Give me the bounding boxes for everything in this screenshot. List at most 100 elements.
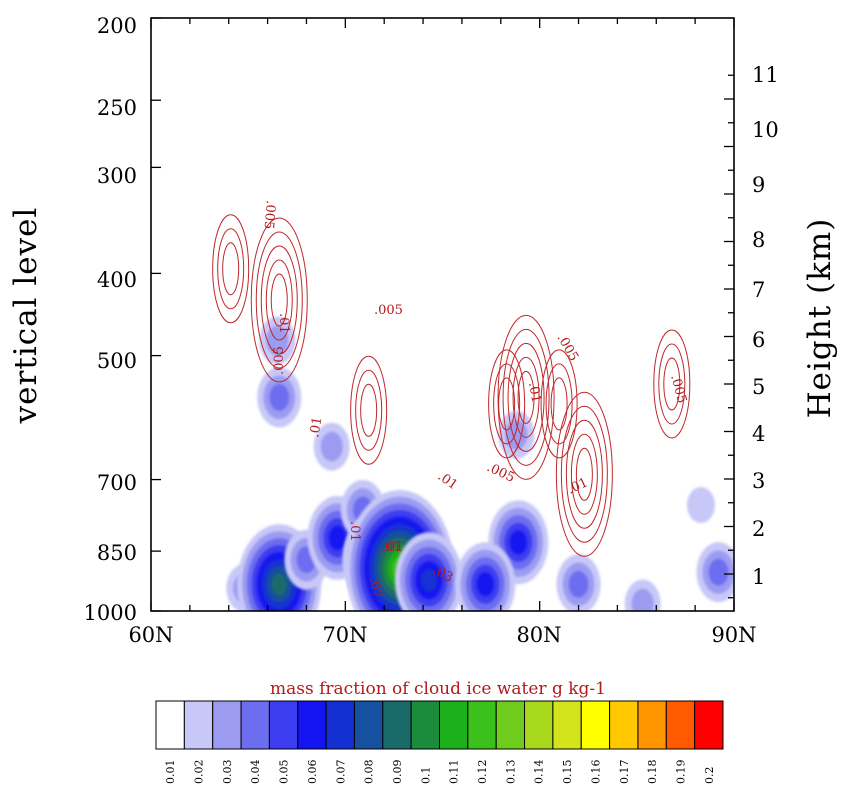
colorbar-swatch xyxy=(495,700,526,750)
contour-line xyxy=(217,228,245,310)
contour-line xyxy=(663,357,681,411)
colorbar-level-label: 0.07 xyxy=(334,760,347,785)
contour-line xyxy=(502,328,550,466)
contour-label: .01 xyxy=(276,313,291,334)
colorbar-labels: 0.01 0.02 0.03 0.04 0.05 0.06 0.07 0.08 0.09 0.1 0… xyxy=(164,760,716,785)
colorbar-level-label: 0.14 xyxy=(533,760,546,785)
colorbar-title: mass fraction of cloud ice water g kg-1 xyxy=(270,679,606,699)
colorbar-swatch xyxy=(524,700,554,750)
ice-water-blob xyxy=(509,530,527,555)
colorbar-level-label: 0.05 xyxy=(278,760,291,785)
contour-line xyxy=(512,356,540,438)
contour-line xyxy=(658,343,686,425)
contour-line xyxy=(250,217,308,383)
colorbar-swatch xyxy=(382,700,412,750)
ice-water-blob xyxy=(328,525,347,550)
y2-tick-label: 4 xyxy=(752,422,765,446)
y-tick-label: 200 xyxy=(97,14,137,38)
contour-line xyxy=(493,363,521,445)
ice-water-blob xyxy=(420,568,438,592)
y-tick-label: 1000 xyxy=(84,601,137,625)
y2-axis-labels: 1 2 3 4 5 6 7 8 9 10 11 xyxy=(752,63,779,589)
x-axis-labels: 60N 70N 80N 90N xyxy=(128,623,756,647)
y2-tick-label: 1 xyxy=(752,565,765,589)
contour-line xyxy=(488,349,526,459)
y-tick-label: 500 xyxy=(97,349,137,373)
colorbar-level-label: 0.01 xyxy=(164,760,177,785)
colorbar-swatch xyxy=(665,700,696,750)
colorbar-swatch xyxy=(637,700,667,750)
y2-tick-label: 3 xyxy=(752,469,765,493)
y-tick-label: 400 xyxy=(97,268,137,292)
colorbar-swatch xyxy=(353,700,384,750)
colorbar-level-label: 0.06 xyxy=(306,760,319,785)
contour-label: .005 xyxy=(667,373,689,405)
x-tick-label: 80N xyxy=(516,623,561,647)
contour-line xyxy=(270,273,288,327)
colorbar-level-label: 0.1 xyxy=(419,767,432,785)
colorbar-level-label: 0.13 xyxy=(504,760,517,785)
contour-line xyxy=(575,447,593,501)
contour-line xyxy=(570,433,598,515)
y2-axis-title: Height (km) xyxy=(802,218,838,419)
y2-tick-label: 9 xyxy=(752,173,765,197)
contour-label: .01 xyxy=(347,521,362,542)
contour-line xyxy=(355,369,383,451)
colorbar-level-label: 0.2 xyxy=(703,767,716,785)
y-tick-label: 850 xyxy=(97,541,137,565)
ice-water-blob xyxy=(686,487,715,524)
ice-water-blob xyxy=(568,570,589,598)
ice-water-blob xyxy=(708,558,729,586)
colorbar-swatch xyxy=(467,700,497,750)
y-axis-labels: 200 250 300 400 500 700 850 1000 xyxy=(84,14,137,625)
contour-line xyxy=(212,214,250,324)
contour-line xyxy=(653,329,691,439)
y2-tick-label: 7 xyxy=(752,278,765,302)
contour-label: .01 xyxy=(307,416,325,439)
y2-tick-label: 10 xyxy=(752,118,779,142)
plot-frame xyxy=(150,17,735,612)
colorbar-swatch xyxy=(439,700,469,750)
colorbar-level-label: 0.09 xyxy=(391,760,404,785)
contour-line xyxy=(497,314,555,480)
contour-line xyxy=(260,245,298,355)
colorbar-swatch xyxy=(183,700,214,750)
colorbar-swatch xyxy=(297,700,327,750)
colorbar-level-label: 0.16 xyxy=(589,760,602,785)
contour-label: .01 xyxy=(383,540,404,555)
x-tick-label: 70N xyxy=(322,623,367,647)
colorbar-swatch xyxy=(240,700,270,750)
y2-tick-label: 2 xyxy=(752,517,765,541)
colorbar-level-label: 0.02 xyxy=(193,760,206,785)
colorbar-swatch xyxy=(694,700,724,750)
y-tick-label: 250 xyxy=(97,96,137,120)
colorbar-swatch xyxy=(212,700,242,750)
colorbar-swatch xyxy=(268,700,299,750)
y2-tick-label: 5 xyxy=(752,375,765,399)
y2-tick-label: 11 xyxy=(752,63,779,87)
ice-water-blob xyxy=(271,573,288,596)
colorbar-swatch xyxy=(609,700,639,750)
contour-line xyxy=(517,370,535,424)
y-axis-title: vertical level xyxy=(8,207,44,425)
colorbar-level-label: 0.08 xyxy=(363,760,376,785)
contour-label: .07 xyxy=(366,576,384,599)
contour-label: .01 xyxy=(381,540,402,555)
colorbar-swatch xyxy=(155,700,185,750)
contour-line xyxy=(545,363,573,445)
contour-label: .01 xyxy=(525,381,543,404)
y-tick-label: 700 xyxy=(97,471,137,495)
ice-water-blob xyxy=(269,384,290,411)
contour-label: .005 xyxy=(374,303,403,318)
contour-line xyxy=(550,377,568,431)
contour-line xyxy=(555,391,613,557)
contour-line xyxy=(565,419,603,529)
x-tick-label: 90N xyxy=(711,623,756,647)
contour-line xyxy=(265,259,293,341)
colorbar-level-label: 0.15 xyxy=(561,760,574,785)
ice-water-field xyxy=(226,316,734,611)
colorbar-level-label: 0.11 xyxy=(448,760,461,785)
contour-label: .005 xyxy=(272,346,287,375)
colorbar-swatch xyxy=(325,700,355,750)
x-tick-label: 60N xyxy=(128,623,173,647)
